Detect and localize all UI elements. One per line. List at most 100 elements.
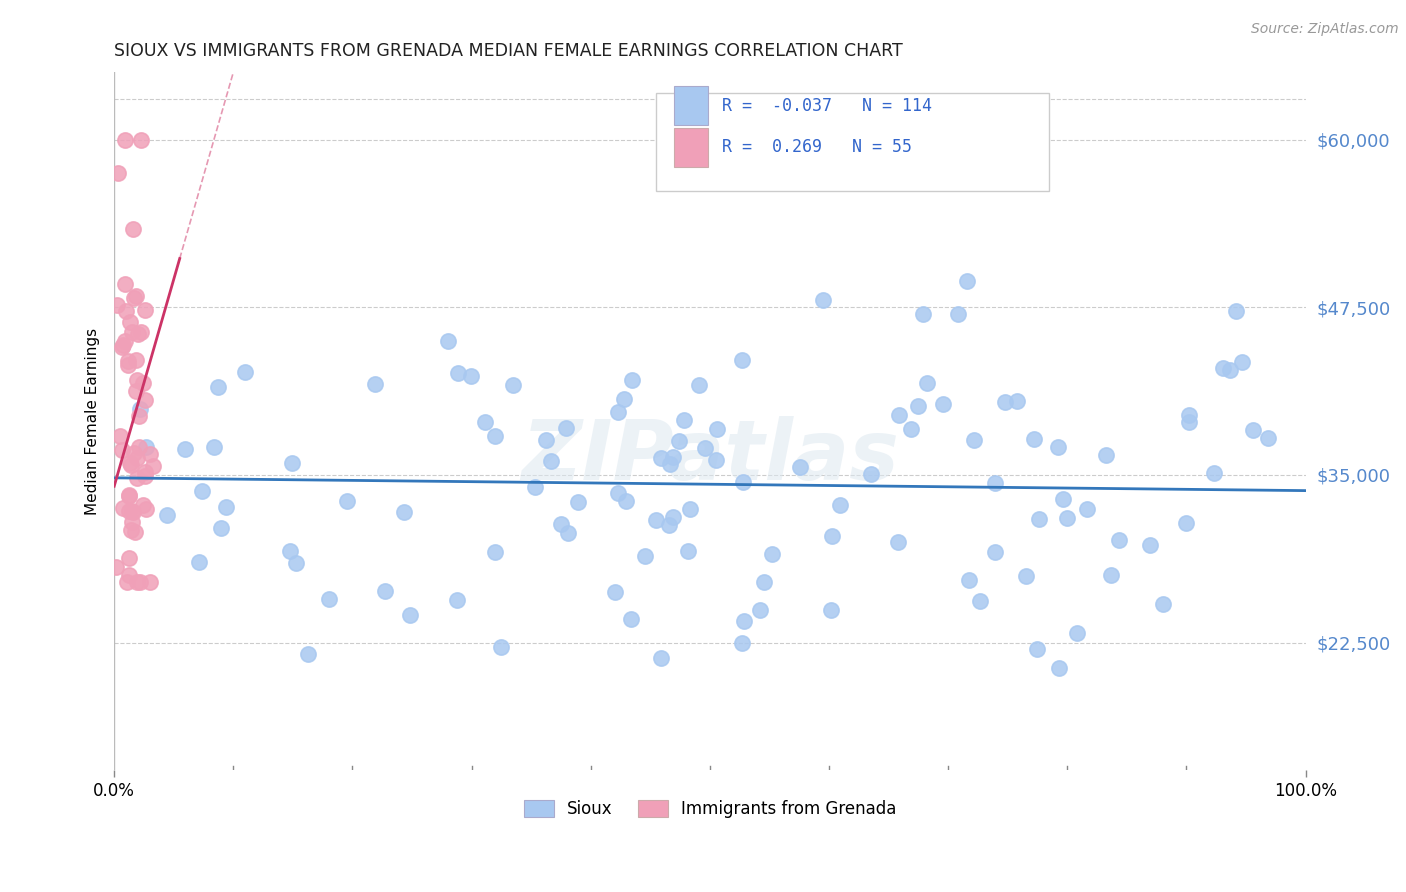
Point <box>911 307 934 321</box>
Point <box>128 402 150 417</box>
Point <box>124 292 146 306</box>
Text: SIOUX VS IMMIGRANTS FROM GRENADA MEDIAN FEMALE EARNINGS CORRELATION CHART: SIOUX VS IMMIGRANTS FROM GRENADA MEDIAN … <box>114 42 903 60</box>
Point <box>281 456 304 470</box>
Point <box>111 338 134 352</box>
Point <box>1047 660 1070 674</box>
Point <box>830 498 852 512</box>
Point <box>120 523 142 537</box>
Point <box>128 440 150 454</box>
Point <box>555 421 578 435</box>
Point <box>821 529 844 543</box>
Point <box>278 544 301 558</box>
Point <box>118 568 141 582</box>
Point <box>1099 568 1122 582</box>
Point <box>122 222 145 236</box>
Point <box>132 376 155 390</box>
Text: R =  -0.037   N = 114: R = -0.037 N = 114 <box>721 96 932 114</box>
Point <box>983 545 1005 559</box>
Point <box>1225 303 1247 318</box>
Point <box>134 469 156 483</box>
Point <box>117 354 139 368</box>
Point <box>374 583 396 598</box>
Point <box>704 453 727 467</box>
Point <box>1022 432 1045 446</box>
Point <box>135 502 157 516</box>
Point <box>174 442 197 457</box>
Point <box>1212 361 1234 376</box>
Point <box>1026 642 1049 657</box>
Point <box>658 517 681 532</box>
Point <box>984 476 1007 491</box>
Point <box>1232 354 1254 368</box>
Point <box>1219 363 1241 377</box>
Point <box>969 594 991 608</box>
Point <box>994 394 1017 409</box>
Point <box>946 307 969 321</box>
Point <box>502 377 524 392</box>
Point <box>446 593 468 607</box>
Point <box>484 429 506 443</box>
Point <box>132 498 155 512</box>
Point <box>650 651 672 665</box>
Point <box>460 368 482 383</box>
Point <box>127 471 149 485</box>
Point <box>139 575 162 590</box>
Point <box>118 315 141 329</box>
Point <box>285 556 308 570</box>
Point <box>121 325 143 339</box>
Point <box>1056 511 1078 525</box>
Point <box>706 422 728 436</box>
Point <box>550 516 572 531</box>
Point <box>125 373 148 387</box>
Point <box>129 575 152 590</box>
Point <box>142 459 165 474</box>
Point <box>1066 626 1088 640</box>
Point <box>120 458 142 473</box>
Point <box>207 380 229 394</box>
Point <box>135 440 157 454</box>
Point <box>114 132 136 146</box>
Point <box>963 433 986 447</box>
Text: R =  0.269   N = 55: R = 0.269 N = 55 <box>721 138 912 156</box>
Point <box>1108 533 1130 548</box>
Point <box>1028 512 1050 526</box>
Point <box>138 447 160 461</box>
Point <box>540 454 562 468</box>
Legend: Sioux, Immigrants from Grenada: Sioux, Immigrants from Grenada <box>517 793 903 824</box>
Point <box>662 450 685 464</box>
Y-axis label: Median Female Earnings: Median Female Earnings <box>86 327 100 515</box>
Point <box>621 373 644 387</box>
Point <box>1152 597 1174 611</box>
Point <box>689 378 711 392</box>
Point <box>114 277 136 291</box>
Point <box>620 612 643 626</box>
Point <box>811 293 834 308</box>
Point <box>215 500 238 514</box>
Point <box>437 334 460 348</box>
Point <box>931 396 953 410</box>
Point <box>659 457 682 471</box>
Point <box>679 502 702 516</box>
Point <box>1047 440 1070 454</box>
Point <box>956 274 979 288</box>
Point <box>111 443 134 458</box>
Point <box>557 525 579 540</box>
Point <box>474 415 496 429</box>
Point <box>125 352 148 367</box>
Point <box>129 326 152 340</box>
Point <box>1005 393 1028 408</box>
Point <box>117 358 139 372</box>
Point <box>111 500 134 515</box>
Point <box>118 504 141 518</box>
Point <box>108 428 131 442</box>
Point <box>128 409 150 423</box>
Point <box>789 459 811 474</box>
Point <box>134 393 156 408</box>
Point <box>125 575 148 590</box>
Point <box>695 442 717 456</box>
Point <box>1257 431 1279 445</box>
Point <box>114 334 136 348</box>
Point <box>115 304 138 318</box>
Point <box>105 559 128 574</box>
Point <box>634 549 657 563</box>
